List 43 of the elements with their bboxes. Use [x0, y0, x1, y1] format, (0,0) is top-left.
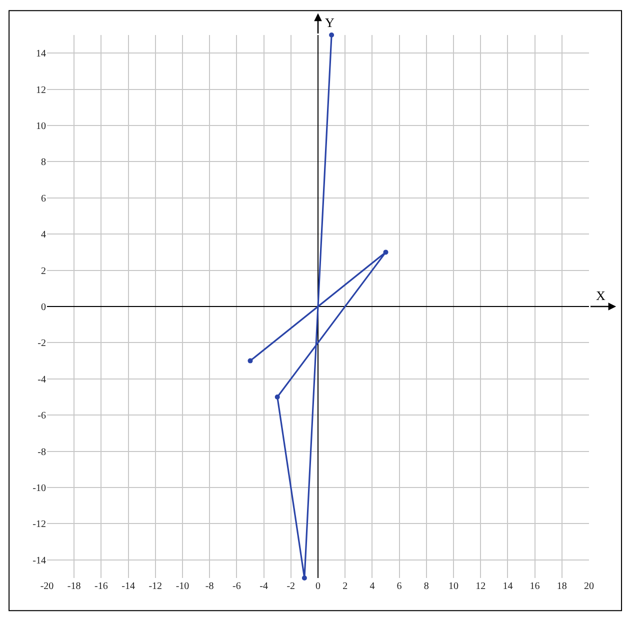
- x-tick-label: -4: [260, 581, 268, 592]
- x-tick-label: 4: [370, 581, 375, 592]
- y-tick-label: 8: [41, 157, 46, 168]
- x-tick-label: 8: [424, 581, 429, 592]
- y-tick-label: -10: [32, 483, 46, 494]
- y-tick-label: -4: [38, 374, 46, 386]
- y-tick-label: -12: [32, 519, 46, 530]
- x-tick-label: 2: [342, 581, 348, 592]
- point: [329, 32, 334, 38]
- x-tick-label: -2: [286, 581, 296, 592]
- x-tick-label: -6: [232, 581, 241, 592]
- x-tick-label: -12: [148, 581, 162, 592]
- y-tick-label: 4: [41, 230, 46, 241]
- x-tick-label: 10: [448, 581, 458, 592]
- y-tick-label: 10: [36, 121, 46, 132]
- y-tick-label: 6: [41, 193, 46, 204]
- x-tick-label: 0: [316, 581, 320, 592]
- y-tick-label: 2: [41, 266, 46, 277]
- y-tick-label: -6: [38, 410, 46, 422]
- x-tick-label: -14: [122, 581, 135, 592]
- x-tick-label: -18: [67, 581, 81, 592]
- x-tick-label: 20: [584, 581, 594, 592]
- x-tick-label: -10: [176, 581, 190, 592]
- x-tick-label: -16: [94, 581, 108, 592]
- y-tick-label: 14: [36, 48, 46, 60]
- x-tick-label: 6: [396, 581, 402, 592]
- x-tick-label: 18: [556, 581, 567, 592]
- y-tick-label: -8: [38, 446, 46, 458]
- point: [302, 576, 307, 580]
- y-axis-title: Y: [325, 15, 335, 30]
- y-tick-label: -2: [38, 338, 46, 350]
- point: [248, 358, 253, 364]
- x-tick-label: 14: [502, 581, 513, 592]
- point: [274, 394, 280, 400]
- x-tick-label: -8: [205, 581, 214, 592]
- x-tick-label: 12: [476, 581, 486, 592]
- y-tick-label: -14: [32, 555, 46, 566]
- y-tick-label: 0: [41, 302, 46, 313]
- y-tick-label: 12: [36, 84, 46, 96]
- x-axis-title: X: [596, 288, 606, 303]
- x-tick-label: 16: [530, 581, 540, 592]
- point: [383, 250, 388, 255]
- x-tick-label: -20: [40, 581, 54, 592]
